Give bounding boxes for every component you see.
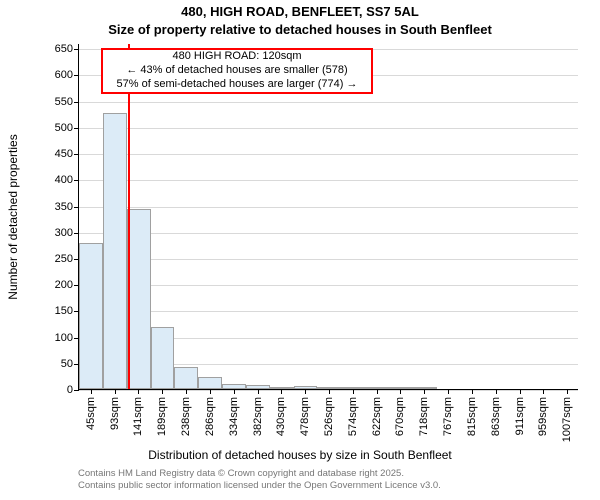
- y-tick-label: 300: [55, 227, 79, 239]
- x-tick-mark: [162, 389, 163, 394]
- x-tick-label: 334sqm: [228, 397, 240, 436]
- x-tick-label: 189sqm: [156, 397, 168, 436]
- attribution-line-1: Contains HM Land Registry data © Crown c…: [78, 468, 441, 480]
- x-tick-mark: [91, 389, 92, 394]
- x-tick-label: 1007sqm: [561, 397, 573, 442]
- y-tick-label: 200: [55, 279, 79, 291]
- y-gridline: [79, 180, 578, 181]
- x-tick-mark: [329, 389, 330, 394]
- x-tick-label: 670sqm: [394, 397, 406, 436]
- y-tick-label: 350: [55, 201, 79, 213]
- x-tick-mark: [448, 389, 449, 394]
- x-tick-mark: [115, 389, 116, 394]
- annotation-line-1: 480 HIGH ROAD: 120sqm: [103, 50, 371, 64]
- histogram-bar: [79, 243, 103, 389]
- y-tick-label: 0: [67, 384, 79, 396]
- y-tick-label: 450: [55, 148, 79, 160]
- histogram-bar: [127, 209, 151, 389]
- histogram-bar: [198, 377, 222, 389]
- y-gridline: [79, 259, 578, 260]
- x-tick-label: 574sqm: [347, 397, 359, 436]
- chart-container: 480, HIGH ROAD, BENFLEET, SS7 5AL Size o…: [0, 0, 600, 500]
- plot-area: 0501001502002503003504004505005506006504…: [78, 44, 578, 390]
- x-tick-mark: [281, 389, 282, 394]
- annotation-box: 480 HIGH ROAD: 120sqm ← 43% of detached …: [101, 48, 373, 94]
- title-line-2: Size of property relative to detached ho…: [0, 22, 600, 37]
- x-tick-label: 141sqm: [132, 397, 144, 436]
- x-tick-mark: [234, 389, 235, 394]
- y-gridline: [79, 102, 578, 103]
- y-tick-label: 650: [55, 43, 79, 55]
- x-tick-mark: [305, 389, 306, 394]
- title-line-1: 480, HIGH ROAD, BENFLEET, SS7 5AL: [0, 4, 600, 19]
- x-tick-mark: [377, 389, 378, 394]
- x-tick-label: 767sqm: [442, 397, 454, 436]
- x-tick-label: 45sqm: [85, 397, 97, 430]
- x-tick-mark: [567, 389, 568, 394]
- x-axis-label: Distribution of detached houses by size …: [0, 448, 600, 462]
- y-tick-label: 50: [61, 358, 79, 370]
- x-tick-label: 526sqm: [323, 397, 335, 436]
- x-tick-mark: [258, 389, 259, 394]
- histogram-bar: [174, 367, 198, 389]
- y-tick-label: 250: [55, 253, 79, 265]
- x-tick-label: 959sqm: [537, 397, 549, 436]
- x-tick-label: 718sqm: [418, 397, 430, 436]
- y-tick-label: 500: [55, 122, 79, 134]
- x-tick-mark: [543, 389, 544, 394]
- histogram-bar: [103, 113, 127, 389]
- x-tick-label: 863sqm: [490, 397, 502, 436]
- x-tick-label: 382sqm: [252, 397, 264, 436]
- x-tick-mark: [424, 389, 425, 394]
- y-axis-label: Number of detached properties: [6, 134, 20, 299]
- annotation-line-3: 57% of semi-detached houses are larger (…: [103, 78, 371, 92]
- x-tick-label: 93sqm: [109, 397, 121, 430]
- x-tick-label: 815sqm: [466, 397, 478, 436]
- y-gridline: [79, 285, 578, 286]
- y-tick-label: 100: [55, 332, 79, 344]
- x-tick-mark: [472, 389, 473, 394]
- x-tick-label: 286sqm: [204, 397, 216, 436]
- x-tick-label: 622sqm: [371, 397, 383, 436]
- y-tick-label: 550: [55, 96, 79, 108]
- x-tick-label: 911sqm: [514, 397, 526, 435]
- y-gridline: [79, 233, 578, 234]
- annotation-line-2: ← 43% of detached houses are smaller (57…: [103, 64, 371, 78]
- x-tick-label: 478sqm: [299, 397, 311, 436]
- x-tick-mark: [353, 389, 354, 394]
- y-gridline: [79, 154, 578, 155]
- x-tick-mark: [210, 389, 211, 394]
- x-tick-label: 430sqm: [275, 397, 287, 436]
- histogram-bar: [151, 327, 175, 389]
- x-tick-mark: [496, 389, 497, 394]
- marker-line: [128, 44, 130, 389]
- y-tick-label: 600: [55, 69, 79, 81]
- attribution-line-2: Contains public sector information licen…: [78, 480, 441, 492]
- y-tick-label: 400: [55, 174, 79, 186]
- x-tick-label: 238sqm: [180, 397, 192, 436]
- x-tick-mark: [186, 389, 187, 394]
- y-gridline: [79, 128, 578, 129]
- y-gridline: [79, 311, 578, 312]
- x-tick-mark: [400, 389, 401, 394]
- y-tick-label: 150: [55, 305, 79, 317]
- attribution: Contains HM Land Registry data © Crown c…: [78, 468, 441, 492]
- x-tick-mark: [520, 389, 521, 394]
- x-tick-mark: [138, 389, 139, 394]
- y-gridline: [79, 207, 578, 208]
